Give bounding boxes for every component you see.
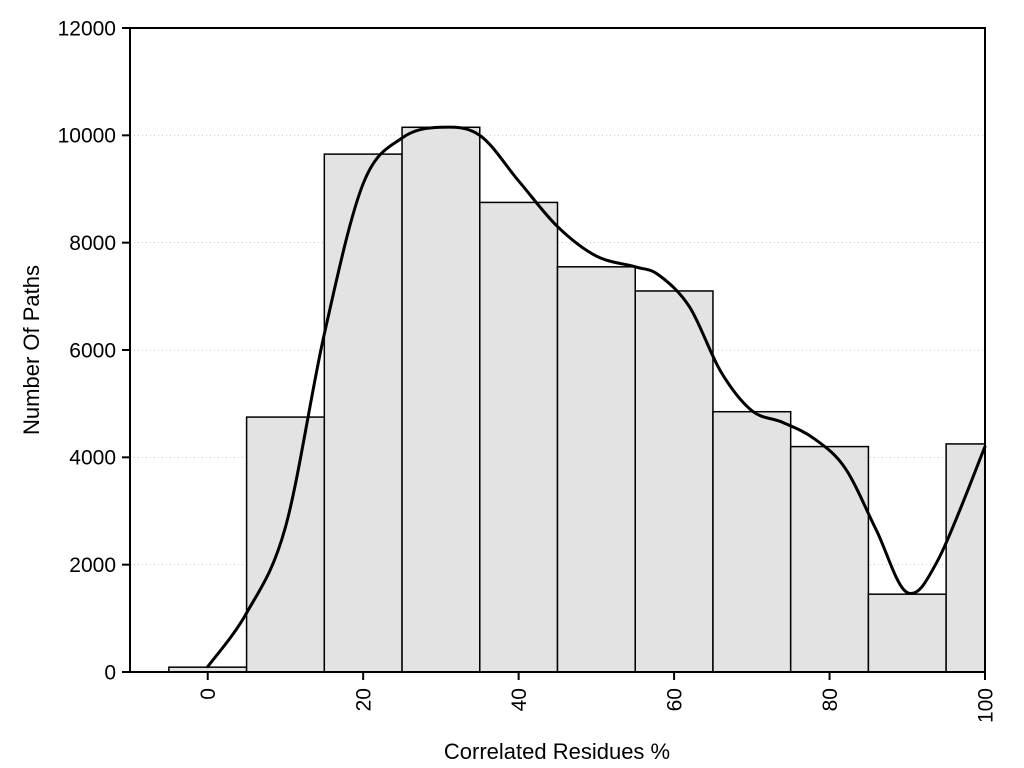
y-tick-label: 4000 — [69, 447, 116, 470]
x-tick-label: 40 — [508, 688, 531, 711]
histogram-bar — [556, 266, 636, 673]
y-tick-label: 0 — [104, 661, 116, 684]
x-tick-label: 0 — [197, 688, 220, 700]
x-tick-label: 100 — [974, 688, 997, 723]
histogram-bar — [634, 290, 714, 673]
histogram-bar — [867, 593, 947, 673]
density-curve — [206, 125, 987, 669]
x-tick-label: 60 — [663, 688, 686, 711]
histogram-bar — [789, 445, 870, 673]
x-tick-label: 80 — [819, 688, 842, 711]
histogram-bar — [401, 126, 481, 673]
histogram-bar — [712, 410, 792, 673]
y-axis-label: Number Of Paths — [19, 265, 44, 435]
histogram-bar — [945, 443, 986, 673]
histogram-bar — [245, 416, 326, 673]
y-tick-label: 12000 — [58, 17, 116, 40]
y-tick-label: 10000 — [58, 125, 116, 148]
histogram-bar — [479, 201, 559, 673]
x-axis-label: Correlated Residues % — [443, 739, 671, 764]
x-tick-label: 20 — [353, 688, 376, 711]
y-tick-label: 2000 — [69, 554, 116, 577]
y-tick-label: 8000 — [69, 232, 116, 255]
histogram-bar — [323, 153, 403, 673]
y-tick-label: 6000 — [69, 339, 116, 362]
